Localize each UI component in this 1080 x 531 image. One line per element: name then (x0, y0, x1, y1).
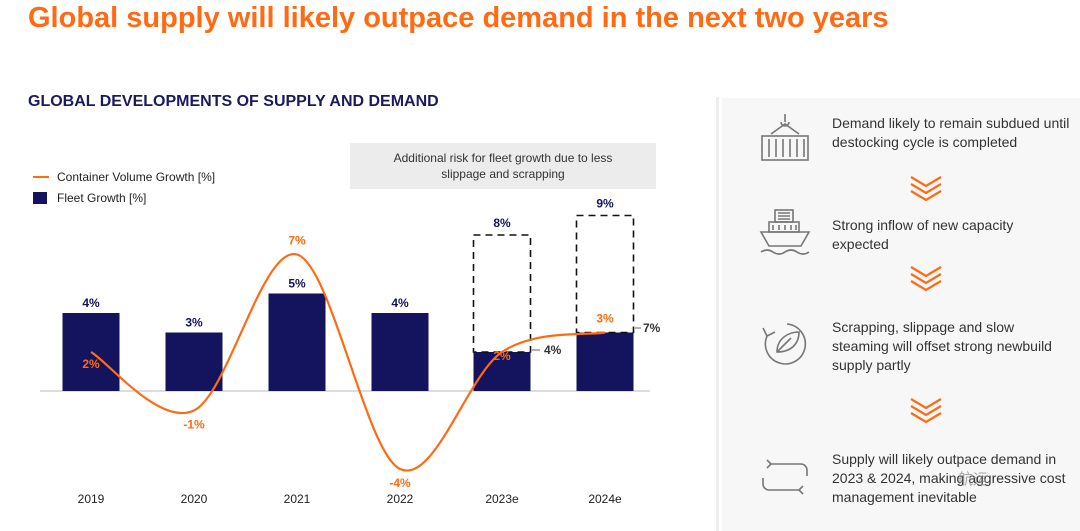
fleet-growth-bar (165, 332, 223, 391)
fleet-growth-risk-bar (472, 234, 532, 353)
right-panel: Demand likely to remain subdued until de… (722, 98, 1080, 531)
x-tick-label: 2021 (284, 492, 311, 506)
panel-divider (716, 97, 719, 531)
panel-text-scrapping: Scrapping, slippage and slow steaming wi… (832, 319, 1052, 373)
x-tick-label: 2022 (387, 492, 414, 506)
x-tick-label: 2024e (588, 492, 622, 506)
fleet-growth-data-label: 5% (288, 277, 306, 291)
x-tick-label: 2019 (78, 492, 105, 506)
fleet-growth-risk-label: 8% (493, 216, 511, 230)
page-title: Global supply will likely outpace demand… (28, 2, 889, 34)
legend-label-fleet: Fleet Growth [%] (57, 190, 147, 205)
fleet-growth-data-label: 4% (82, 296, 100, 310)
panel-text-outpace: Supply will likely outpace demand in 202… (832, 451, 1066, 505)
chevron-down-icon (910, 398, 942, 424)
fleet-growth-risk-label: 9% (596, 197, 614, 211)
fleet-growth-bar (576, 332, 634, 391)
legend-bar-swatch (33, 191, 47, 204)
fleet-growth-data-label: 3% (185, 316, 203, 330)
panel-text-demand: Demand likely to remain subdued until de… (832, 115, 1070, 150)
chevron-down-icon (910, 176, 942, 202)
risk-note-box: Additional risk for fleet growth due to … (350, 143, 656, 189)
legend-line-swatch (33, 175, 49, 178)
container-volume-data-label: -1% (183, 418, 205, 432)
fleet-growth-bar (371, 313, 429, 391)
container-volume-data-label: 3% (596, 312, 614, 326)
container-volume-line (90, 253, 606, 472)
legend-label-volume: Container Volume Growth [%] (57, 169, 216, 184)
container-volume-data-label: 2% (493, 349, 511, 363)
chart-subtitle: GLOBAL DEVELOPMENTS OF SUPPLY AND DEMAND (28, 93, 439, 110)
risk-note-text: Additional risk for fleet growth due to … (393, 151, 613, 181)
cycle-arrows-icon (762, 459, 808, 495)
fleet-growth-data-label: 4% (391, 296, 409, 310)
container-volume-data-label: -4% (389, 476, 411, 490)
fleet-growth-risk-bar (575, 214, 635, 334)
ship-icon (759, 209, 811, 255)
legend-item-fleet: Fleet Growth [%] (33, 187, 215, 208)
watermark: 航运 (958, 470, 989, 488)
container-crane-icon (761, 114, 809, 161)
legend-item-volume: Container Volume Growth [%] (33, 166, 215, 187)
container-volume-data-label: 2% (82, 357, 100, 371)
x-tick-label: 2020 (181, 492, 208, 506)
recycle-leaf-icon (762, 323, 807, 365)
annotation-label-2024e: 7% (643, 321, 661, 335)
fleet-growth-bar (268, 293, 326, 391)
annotation-label-2023e: 4% (544, 343, 562, 357)
panel-text-inflow: Strong inflow of new capacity expected (832, 217, 1014, 252)
container-volume-data-label: 7% (288, 234, 306, 248)
chart-svg: 4% 3% 5% 4% 8% 9% 2% -1% 7% -4% 2% 3% 4% 7% 2019 2020 20… (40, 197, 661, 506)
x-tick-label: 2023e (485, 492, 519, 506)
chart-legend: Container Volume Growth [%] Fleet Growth… (33, 166, 215, 208)
chevron-down-icon (910, 266, 942, 292)
